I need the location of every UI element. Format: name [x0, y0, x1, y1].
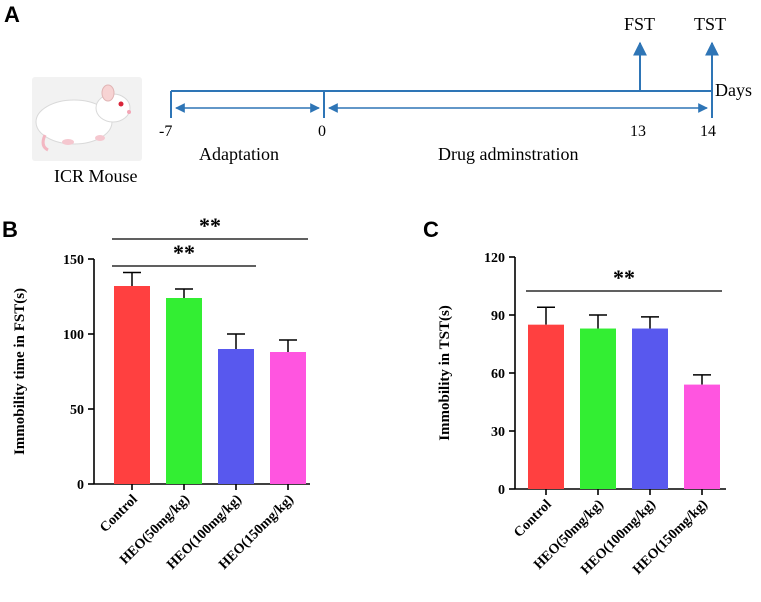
y-tick-label: 0: [77, 478, 84, 493]
significance-label: **: [613, 265, 635, 290]
phase-adaptation: Adaptation: [199, 144, 279, 164]
tick-minus-7: -7: [159, 123, 172, 140]
panel-a: A ICR Mouse FST TST Days -7 0: [4, 2, 752, 186]
y-axis-label: Immobility time in FST(s): [12, 288, 28, 455]
significance-label: **: [173, 240, 195, 265]
x-tick-label: Control: [511, 497, 555, 541]
y-tick-label: 120: [484, 251, 505, 266]
panel-b: B 050100150ControlHEO(50mg/kg)HEO(100mg/…: [2, 213, 310, 573]
event-fst: FST: [624, 14, 655, 34]
y-tick-label: 100: [63, 328, 84, 343]
bar: [166, 298, 202, 484]
bar: [580, 328, 616, 489]
y-tick-label: 60: [491, 367, 505, 382]
panel-c-letter: C: [423, 217, 439, 242]
days-label: Days: [715, 80, 752, 100]
panel-a-letter: A: [4, 2, 20, 27]
significance-label: **: [199, 213, 221, 238]
panel-b-letter: B: [2, 217, 18, 242]
y-tick-label: 0: [498, 483, 505, 498]
panel-c: C 0306090120ControlHEO(50mg/kg)HEO(100mg…: [423, 217, 726, 578]
bar: [114, 286, 150, 484]
bar: [684, 384, 720, 489]
bar: [632, 328, 668, 489]
bar: [218, 349, 254, 484]
animal-label: ICR Mouse: [54, 166, 138, 186]
y-tick-label: 30: [491, 425, 505, 440]
tick-0: 0: [318, 123, 326, 140]
event-tst: TST: [694, 14, 726, 34]
y-tick-label: 150: [63, 253, 84, 268]
bar: [270, 352, 306, 484]
tick-13: 13: [630, 123, 646, 140]
x-tick-label: Control: [97, 492, 141, 536]
chart-b: 050100150ControlHEO(50mg/kg)HEO(100mg/kg…: [12, 213, 310, 573]
mouse-illustration: [32, 77, 142, 161]
tick-14: 14: [700, 123, 716, 140]
y-tick-label: 90: [491, 309, 505, 324]
chart-c: 0306090120ControlHEO(50mg/kg)HEO(100mg/k…: [437, 251, 726, 578]
y-axis-label: Immobility in TST(s): [437, 305, 453, 441]
y-tick-label: 50: [70, 403, 84, 418]
bar: [528, 324, 564, 489]
phase-drug: Drug adminstration: [438, 144, 578, 164]
